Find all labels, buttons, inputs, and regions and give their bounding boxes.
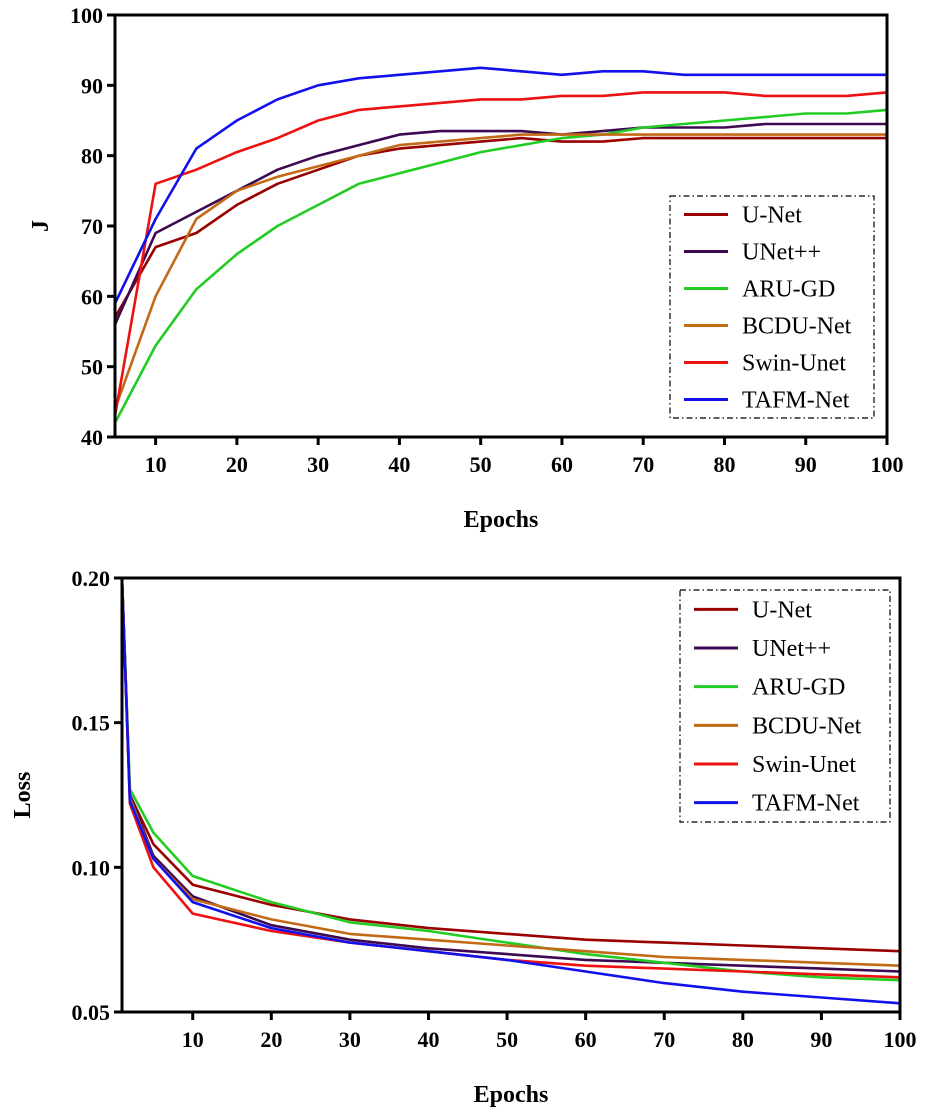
y-tick-label: 60: [81, 284, 103, 309]
x-tick-label: 70: [653, 1027, 675, 1052]
legend-item: UNet++: [684, 240, 821, 266]
x-tick-label: 40: [417, 1027, 439, 1052]
legend-label: TAFM-Net: [752, 791, 860, 817]
legend-item: U-Net: [694, 597, 812, 623]
x-axis-label: Epochs: [464, 507, 539, 533]
x-tick-label: 100: [871, 452, 904, 477]
y-tick-label: 0.15: [72, 711, 111, 736]
legend-item: U-Net: [684, 203, 802, 229]
y-tick-label: 70: [81, 214, 103, 239]
y-tick-label: 80: [81, 144, 103, 169]
x-tick-label: 60: [575, 1027, 597, 1052]
series-line-u-net: [120, 577, 901, 953]
x-tick-label: 50: [496, 1027, 518, 1052]
legend-box: [669, 195, 875, 419]
x-tick-label: 80: [732, 1027, 754, 1052]
x-tick-label: 20: [226, 452, 248, 477]
x-tick-label: 20: [260, 1027, 282, 1052]
y-tick-label: 40: [81, 425, 103, 450]
legend-label: BCDU-Net: [752, 713, 862, 739]
x-tick-label: 50: [470, 452, 492, 477]
plot-frame: [120, 576, 902, 1014]
x-tick-label: 40: [388, 452, 410, 477]
legend-box: [679, 589, 891, 823]
legend-item: Swin-Unet: [684, 351, 846, 377]
legend-item: UNet++: [694, 636, 831, 662]
legend-label: U-Net: [752, 597, 812, 623]
series-line-u-net: [113, 136, 887, 319]
legend-label: U-Net: [742, 203, 802, 229]
legend-label: ARU-GD: [752, 675, 845, 701]
series-line-tafm-net: [120, 577, 901, 1005]
loss-chart: 10 20 30 40 50 60 70 80 90 100 0.05 0.10 0.15 0.20 Epo…: [10, 566, 917, 1108]
y-axis-label: Loss: [10, 772, 36, 819]
legend-item: ARU-GD: [684, 277, 835, 303]
y-tick-label: 0.10: [72, 855, 111, 880]
x-tick-label: 90: [810, 1027, 832, 1052]
legend-label: ARU-GD: [742, 277, 835, 303]
x-tick-label: 30: [339, 1027, 361, 1052]
x-tick-label: 90: [795, 452, 817, 477]
legend-label: UNet++: [742, 240, 821, 266]
y-tick-label: 0.05: [72, 1000, 111, 1025]
legend-label: Swin-Unet: [742, 351, 846, 377]
x-tick-label: 30: [307, 452, 329, 477]
legend-label: TAFM-Net: [742, 388, 850, 414]
series-line-swin-unet: [113, 91, 888, 417]
legend-item: Swin-Unet: [694, 752, 856, 778]
legend-item: TAFM-Net: [684, 388, 850, 414]
x-tick-label: 100: [884, 1027, 917, 1052]
legend-item: BCDU-Net: [694, 713, 862, 739]
y-tick-label: 100: [70, 3, 103, 28]
x-tick-label: 80: [713, 452, 735, 477]
x-tick-label: 10: [145, 452, 167, 477]
legend-item: TAFM-Net: [694, 791, 860, 817]
series-line-bcdu-net: [113, 133, 887, 410]
legend-item: ARU-GD: [694, 675, 845, 701]
legend: U-Net UNet++ ARU-GD BCDU-Net Swin-Unet TAFM-N…: [679, 589, 891, 823]
y-axis-label: J: [28, 220, 54, 232]
x-tick-label: 70: [632, 452, 654, 477]
x-axis-label: Epochs: [474, 1082, 549, 1108]
legend-label: BCDU-Net: [742, 314, 852, 340]
series-line-aru-gd: [113, 108, 888, 424]
x-tick-label: 60: [551, 452, 573, 477]
legend-label: Swin-Unet: [752, 752, 856, 778]
legend-item: BCDU-Net: [684, 314, 852, 340]
jaccard-chart: 10 20 30 40 50 60 70 80 90 100 40 50 60 70 80 90 100 Epoc…: [28, 3, 904, 533]
y-tick-label: 50: [81, 355, 103, 380]
legend: U-Net UNet++ ARU-GD BCDU-Net Swin-Unet TAFM-N…: [669, 195, 875, 419]
legend-label: UNet++: [752, 636, 831, 662]
series-line-tafm-net: [113, 66, 887, 304]
x-tick-label: 10: [182, 1027, 204, 1052]
y-tick-label: 90: [81, 73, 103, 98]
y-tick-label: 0.20: [72, 566, 111, 591]
